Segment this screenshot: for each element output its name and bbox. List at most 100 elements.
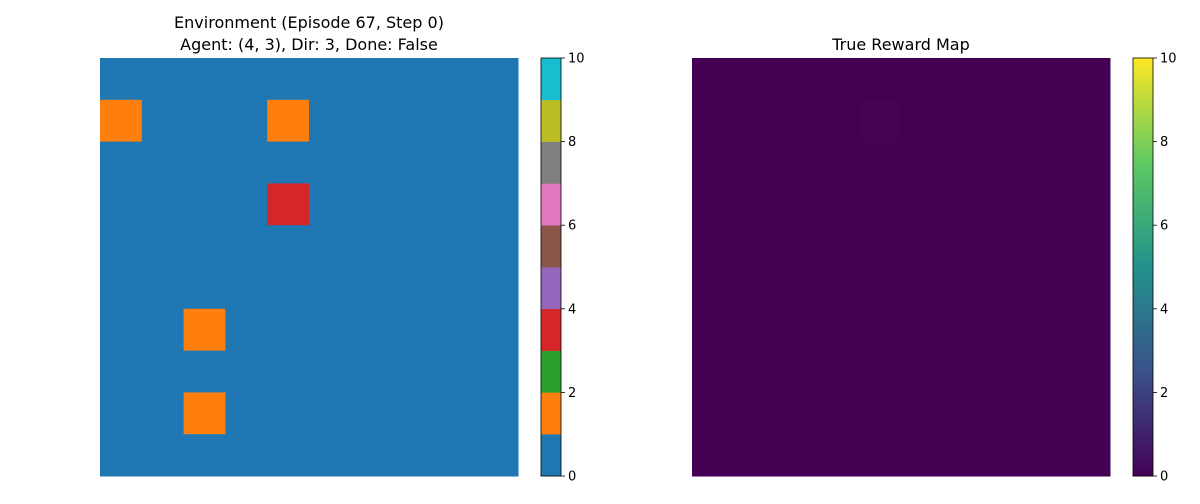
colorbar-segment [1133,396,1153,402]
colorbar-segment [1133,175,1153,180]
grid-cell [942,141,986,184]
grid-cell [476,58,519,101]
grid-cell [225,225,268,268]
grid-cell [984,392,1027,435]
grid-cell [942,350,986,393]
grid-cell [1068,267,1111,310]
grid-cell [984,141,1027,184]
grid-cell [434,58,477,101]
colorbar-segment [1133,66,1153,72]
grid-cell [817,225,860,268]
colorbar-tick-label: 8 [1160,135,1168,150]
grid-cell [183,392,226,435]
colorbar-segment [1133,367,1153,372]
grid-cell [309,267,352,310]
environment-subtitle: Agent: (4, 3), Dir: 3, Done: False [180,35,438,54]
colorbar-segment [541,183,561,226]
grid-cell [984,58,1027,101]
colorbar-segment [1133,296,1153,301]
colorbar-segment [1133,459,1153,464]
colorbar-segment [1133,170,1153,176]
grid-cell [392,392,435,435]
grid-cell [476,392,519,435]
colorbar-segment [541,350,561,393]
grid-cell [225,267,268,310]
grid-cell [141,392,185,435]
grid-cell [859,392,902,435]
grid-cell [901,183,944,226]
colorbar-segment [1133,455,1153,460]
grid-cell [859,183,902,226]
grid-cell [984,267,1027,310]
grid-cell [859,308,902,352]
colorbar-segment [1133,195,1153,201]
grid-cell [817,434,860,477]
grid-cell [100,225,143,268]
grid-cell [225,350,268,393]
colorbar-segment [1133,333,1153,339]
grid-cell [267,183,310,226]
colorbar-segment [1133,463,1153,469]
colorbar-segment [1133,342,1153,347]
grid-cell [476,141,519,184]
colorbar-segment [1133,78,1153,84]
grid-cell [141,350,185,393]
grid-cell [692,350,735,393]
grid-cell [901,141,944,184]
colorbar-segment [1133,179,1153,184]
grid-cell [183,225,226,268]
colorbar-segment [1133,141,1153,147]
grid-cell [350,350,394,393]
grid-cell [942,99,986,143]
colorbar-segment [1133,83,1153,88]
colorbar-segment [1133,287,1153,293]
grid-cell [1026,225,1069,268]
grid-cell [476,434,519,477]
grid-cell [1026,99,1069,143]
colorbar-segment [1133,95,1153,101]
colorbar-segment [1133,325,1153,331]
grid-cell [1068,350,1111,393]
colorbar-segment [1133,450,1153,456]
colorbar-tick-label: 2 [568,386,576,401]
grid-cell [267,392,310,435]
grid-cell [350,267,394,310]
grid-cell [100,434,143,477]
colorbar-segment [1133,116,1153,122]
colorbar-segment [1133,317,1153,322]
colorbar-segment [1133,262,1153,268]
grid-cell [309,392,352,435]
colorbar-segment [1133,346,1153,352]
grid-cell [350,225,394,268]
grid-cell [434,183,477,226]
reward-colorbar: 0 2 4 6 8 10 [1132,52,1177,485]
grid-cell [942,58,986,101]
environment-grid [100,58,519,477]
grid-cell [100,267,143,310]
grid-cell [692,183,735,226]
colorbar-segment [541,141,561,184]
grid-cell [692,141,735,184]
grid-cell [775,308,818,352]
grid-cell [733,308,777,352]
colorbar-segment [1133,120,1153,126]
colorbar-segment [1133,149,1153,155]
colorbar-segment [1133,221,1153,226]
grid-cell [392,267,435,310]
grid-cell [859,99,902,143]
colorbar-segment [1133,208,1153,214]
grid-cell [692,308,735,352]
colorbar-segment [1133,254,1153,260]
colorbar-segment [1133,292,1153,297]
grid-cell [775,392,818,435]
grid-cell [733,350,777,393]
colorbar-segment [1133,371,1153,377]
grid-cell [141,183,185,226]
grid-cell [1068,141,1111,184]
colorbar-segment [1133,275,1153,281]
grid-cell [476,267,519,310]
grid-cell [733,225,777,268]
colorbar-segment [1133,233,1153,239]
grid-cell [309,99,352,143]
grid-cell [183,58,226,101]
